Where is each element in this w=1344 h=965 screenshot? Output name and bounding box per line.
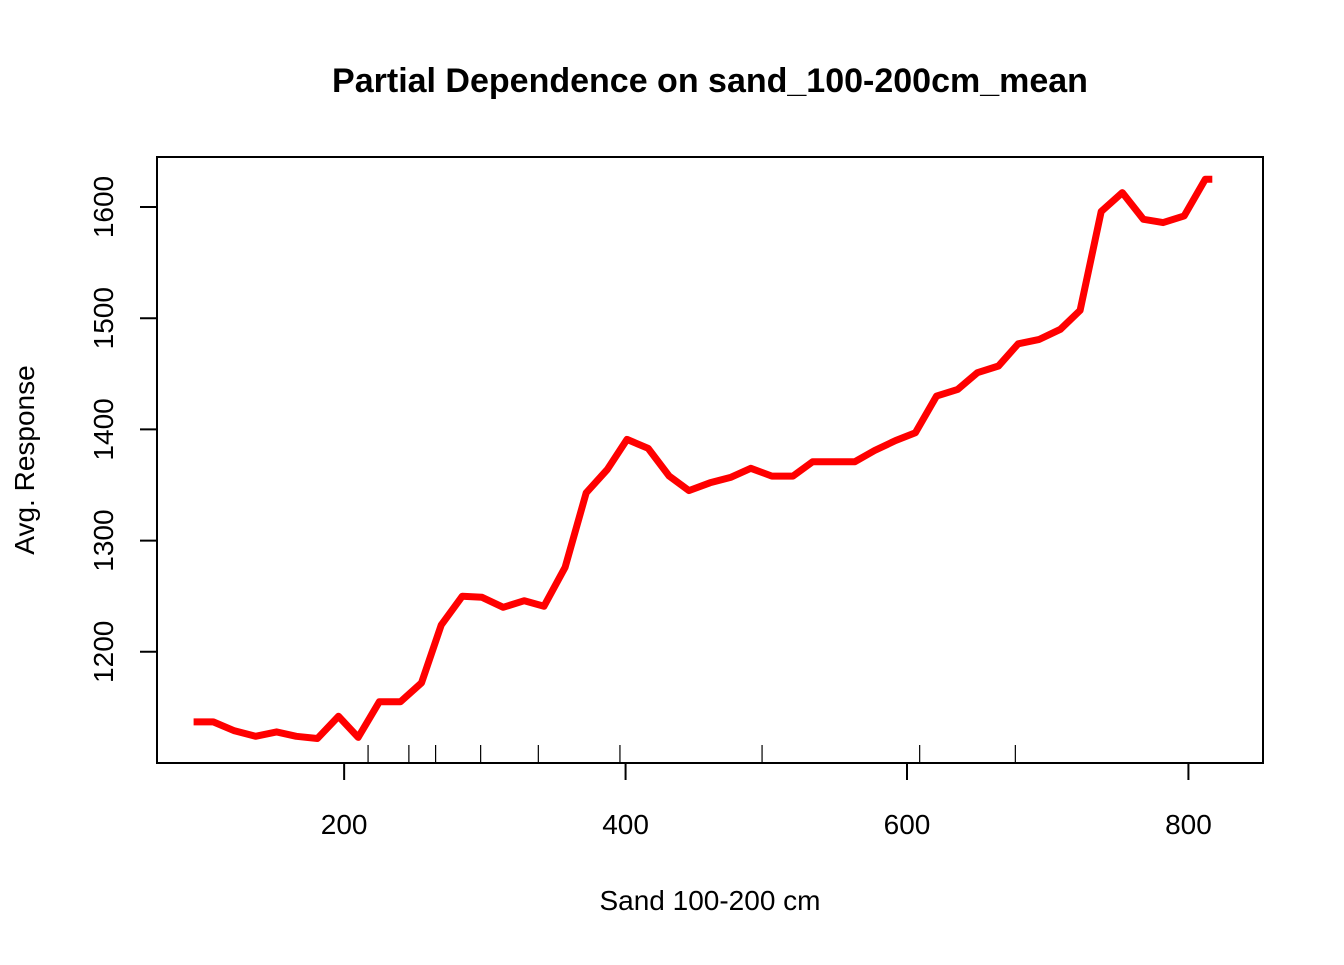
y-tick-label: 1200 (88, 621, 119, 683)
x-axis-label: Sand 100-200 cm (599, 885, 820, 916)
y-axis: 1200 1300 1400 1500 1600 (88, 176, 157, 683)
chart-title: Partial Dependence on sand_100-200cm_mea… (332, 62, 1088, 100)
series-group (193, 179, 1212, 738)
x-tick-label: 200 (321, 809, 368, 840)
x-tick-label: 800 (1165, 809, 1212, 840)
series-line (194, 179, 1213, 738)
y-tick-label: 1400 (88, 398, 119, 460)
x-axis: 200 400 600 800 (321, 763, 1212, 840)
x-tick-label: 400 (602, 809, 649, 840)
y-tick-label: 1600 (88, 176, 119, 238)
plot-frame (157, 157, 1263, 763)
x-tick-label: 600 (884, 809, 931, 840)
rug-marks (368, 745, 1015, 763)
y-tick-label: 1300 (88, 509, 119, 571)
y-tick-label: 1500 (88, 287, 119, 349)
y-axis-label: Avg. Response (9, 365, 40, 554)
